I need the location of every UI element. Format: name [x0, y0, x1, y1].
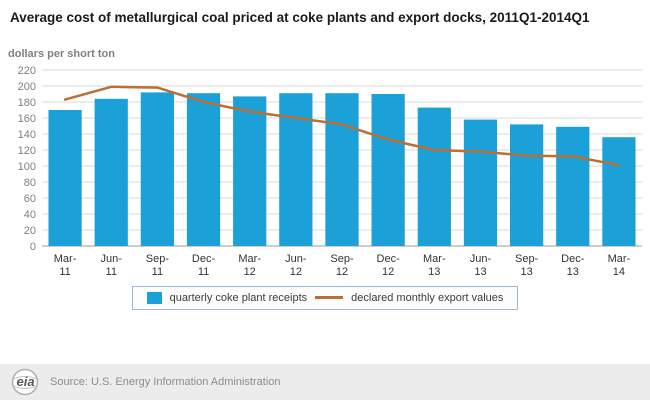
chart-title: Average cost of metallurgical coal price…: [10, 10, 590, 25]
svg-text:200: 200: [18, 81, 36, 93]
eia-logo-icon: eia: [11, 368, 39, 396]
svg-text:13: 13: [567, 266, 579, 278]
svg-text:13: 13: [428, 266, 440, 278]
svg-text:14: 14: [613, 266, 625, 278]
svg-text:Mar-: Mar-: [54, 253, 77, 265]
svg-text:Sep-: Sep-: [146, 253, 170, 265]
svg-text:13: 13: [520, 266, 532, 278]
svg-text:Dec-: Dec-: [192, 253, 216, 265]
svg-text:180: 180: [18, 97, 36, 109]
svg-text:60: 60: [24, 193, 36, 205]
bar-series-swatch-icon: [146, 291, 162, 304]
svg-text:Sep-: Sep-: [330, 253, 354, 265]
svg-text:Mar-: Mar-: [608, 253, 631, 265]
svg-text:0: 0: [30, 241, 36, 253]
y-axis-unit-label: dollars per short ton: [8, 47, 115, 60]
svg-text:Dec-: Dec-: [377, 253, 401, 265]
svg-text:12: 12: [290, 266, 302, 278]
svg-text:40: 40: [24, 209, 36, 221]
svg-text:Dec-: Dec-: [561, 253, 585, 265]
svg-text:Jun-: Jun-: [285, 253, 307, 265]
svg-text:11: 11: [198, 266, 209, 278]
source-text: Source: U.S. Energy Information Administ…: [50, 376, 281, 388]
svg-text:12: 12: [382, 266, 394, 278]
svg-text:Mar-: Mar-: [238, 253, 261, 265]
chart-plot: 020406080100120140160180200220Mar-11Jun-…: [18, 65, 642, 278]
svg-text:20: 20: [24, 225, 36, 237]
svg-text:12: 12: [244, 266, 256, 278]
svg-text:Jun-: Jun-: [470, 253, 492, 265]
svg-text:11: 11: [106, 266, 117, 278]
svg-text:Sep-: Sep-: [515, 253, 539, 265]
svg-text:80: 80: [24, 177, 36, 189]
svg-text:eia: eia: [17, 374, 35, 389]
legend-line-label: declared monthly export values: [351, 291, 504, 304]
svg-text:Jun-: Jun-: [101, 253, 123, 265]
svg-text:120: 120: [18, 145, 36, 157]
svg-text:13: 13: [474, 266, 486, 278]
line-series-swatch-icon: [315, 296, 344, 300]
svg-text:160: 160: [18, 113, 36, 125]
svg-text:Mar-: Mar-: [423, 253, 446, 265]
svg-text:100: 100: [18, 161, 36, 173]
legend: quarterly coke plant receipts declared m…: [131, 285, 519, 310]
svg-text:11: 11: [59, 266, 70, 278]
legend-bar-label: quarterly coke plant receipts: [169, 291, 308, 304]
svg-text:140: 140: [18, 129, 36, 141]
svg-text:220: 220: [18, 65, 36, 77]
footer: eia Source: U.S. Energy Information Admi…: [0, 364, 650, 400]
svg-text:11: 11: [152, 266, 163, 278]
svg-text:12: 12: [336, 266, 348, 278]
